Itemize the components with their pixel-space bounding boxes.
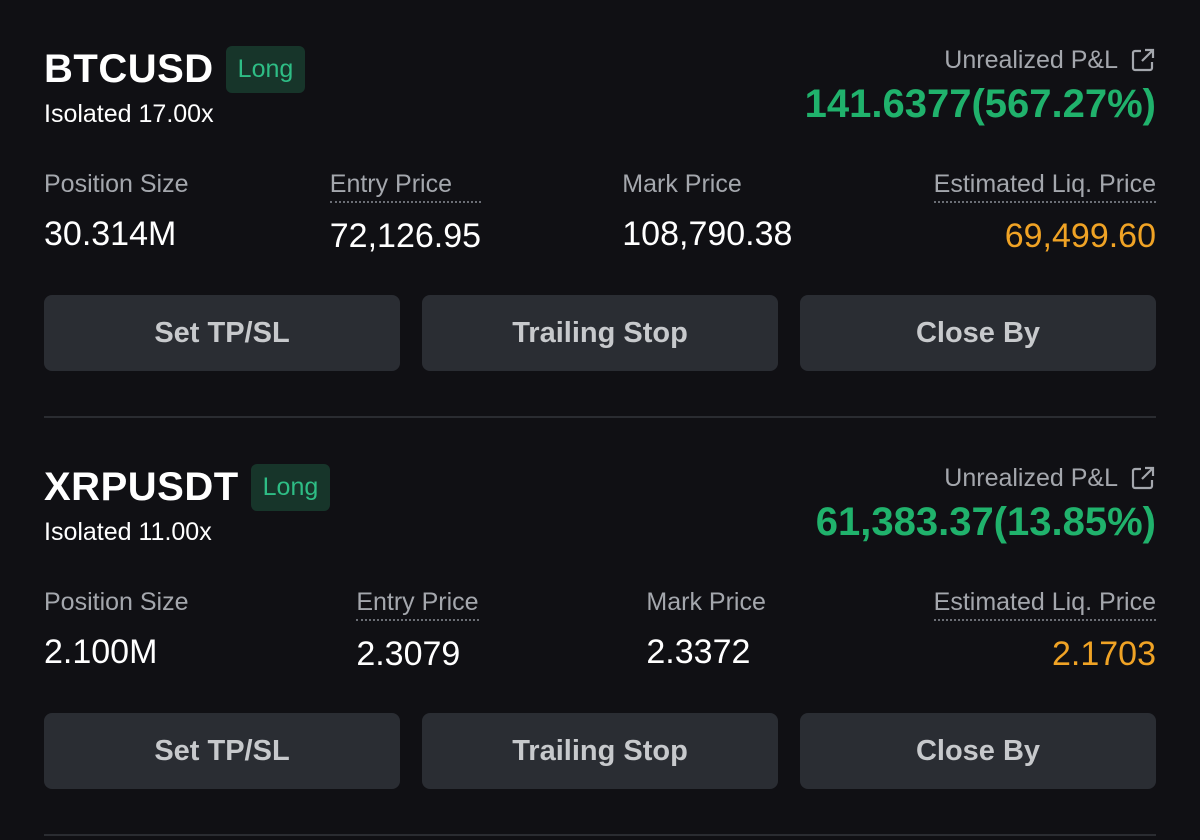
field-label: Position Size [44, 588, 189, 619]
symbol-row: BTCUSD Long [44, 44, 306, 94]
side-badge: Long [225, 45, 306, 93]
margin-mode: Isolated 11.00x [44, 518, 212, 546]
field-value: 69,499.60 [1004, 217, 1156, 255]
field-label-text: Estimated Liq. Price [933, 588, 1156, 616]
field-value: 2.100M [44, 633, 158, 671]
action-button[interactable]: Set TP/SL [44, 295, 400, 371]
symbol: BTCUSD [44, 46, 214, 91]
field-label: Mark Price [646, 588, 765, 619]
field: Estimated Liq. Price 69,499.60 [933, 170, 1156, 256]
field-value: 2.3372 [646, 633, 751, 671]
position-header: BTCUSD Long Isolated 17.00x Unrealized P&L 1… [44, 44, 1156, 129]
pnl-label-row: Unrealized P&L [816, 462, 1156, 494]
pnl-block: Unrealized P&L 141.6377(567.27%) [805, 44, 1156, 129]
field-label: Entry Price [329, 170, 482, 203]
field: Entry Price 2.3079 [356, 588, 479, 674]
field-label-text: Estimated Liq. Price [933, 170, 1156, 198]
action-buttons: Set TP/SL Trailing Stop Close By [44, 295, 1156, 371]
field-value: 2.1703 [1051, 635, 1156, 673]
position-card: BTCUSD Long Isolated 17.00x Unrealized P&L 1… [44, 0, 1156, 418]
field-label: Entry Price [356, 588, 479, 621]
field-label: Estimated Liq. Price [933, 170, 1156, 203]
field-value: 30.314M [44, 215, 177, 253]
pnl-label: Unrealized P&L [944, 463, 1118, 492]
side-badge: Long [250, 463, 331, 511]
position-header: XRPUSDT Long Isolated 11.00x Unrealized P&L… [44, 462, 1156, 547]
action-button[interactable]: Set TP/SL [44, 713, 400, 789]
pnl-label-row: Unrealized P&L [805, 44, 1156, 76]
symbol-row: XRPUSDT Long [44, 462, 331, 512]
field-label-text: Entry Price [356, 588, 479, 616]
field-label: Position Size [44, 170, 189, 201]
external-link-icon[interactable] [1130, 465, 1156, 491]
pnl-block: Unrealized P&L 61,383.37(13.85%) [816, 462, 1156, 547]
external-link-icon[interactable] [1130, 47, 1156, 73]
field: Mark Price 2.3372 [646, 588, 765, 674]
position-title: XRPUSDT Long Isolated 11.00x [44, 462, 331, 547]
field-value: 2.3079 [356, 635, 461, 673]
field-label-text: Entry Price [329, 170, 453, 198]
position-card: XRPUSDT Long Isolated 11.00x Unrealized P&L… [44, 418, 1156, 836]
pnl-value: 61,383.37(13.85%) [815, 500, 1156, 544]
field-value: 108,790.38 [622, 215, 793, 253]
field: Position Size 2.100M [44, 588, 189, 674]
field-label-text: Mark Price [646, 588, 766, 616]
action-button[interactable]: Trailing Stop [422, 295, 778, 371]
field: Position Size 30.314M [44, 170, 189, 256]
pnl-value: 141.6377(567.27%) [804, 82, 1156, 126]
margin-mode: Isolated 17.00x [44, 100, 214, 128]
field: Mark Price 108,790.38 [622, 170, 792, 256]
field-label-text: Position Size [44, 170, 189, 198]
field: Estimated Liq. Price 2.1703 [933, 588, 1156, 674]
position-title: BTCUSD Long Isolated 17.00x [44, 44, 306, 129]
position-fields: Position Size 30.314M Entry Price 72,126.95… [44, 170, 1156, 256]
field-label-text: Position Size [44, 588, 189, 616]
action-button[interactable]: Close By [800, 295, 1156, 371]
field-label: Estimated Liq. Price [933, 588, 1156, 621]
symbol: XRPUSDT [44, 464, 239, 509]
action-buttons: Set TP/SL Trailing Stop Close By [44, 713, 1156, 789]
field-label-text: Mark Price [622, 170, 742, 198]
field: Entry Price 72,126.95 [329, 170, 482, 256]
position-fields: Position Size 2.100M Entry Price 2.3079 Mark… [44, 588, 1156, 674]
pnl-label: Unrealized P&L [944, 45, 1118, 74]
field-label: Mark Price [622, 170, 792, 201]
field-value: 72,126.95 [329, 217, 482, 255]
action-button[interactable]: Close By [800, 713, 1156, 789]
action-button[interactable]: Trailing Stop [422, 713, 778, 789]
